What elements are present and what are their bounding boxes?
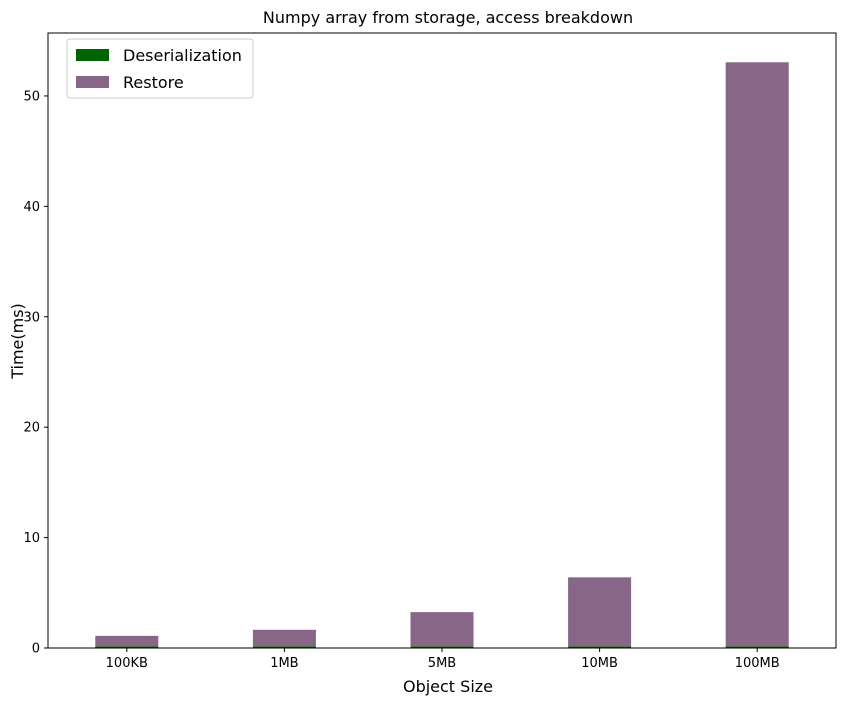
bar-restore-5mb [410, 612, 474, 647]
y-ticks-group: 0 10 20 30 40 50 [23, 89, 48, 657]
x-tick-label: 100KB [106, 656, 148, 671]
bar-restore-100mb [725, 62, 789, 647]
x-tick-label: 100MB [735, 656, 780, 671]
legend-swatch-restore [76, 76, 109, 88]
bar-deserialization-1mb [252, 646, 316, 648]
legend-swatch-deserialization [76, 49, 109, 61]
x-tick-label: 10MB [581, 656, 618, 671]
y-tick-label: 10 [23, 531, 40, 546]
y-tick-label: 40 [23, 200, 40, 215]
y-tick-label: 20 [23, 421, 40, 436]
bar-restore-1mb [252, 629, 316, 647]
bar-restore-100kb [95, 635, 159, 647]
plot-frame [47, 32, 837, 649]
bar-deserialization-100kb [95, 646, 159, 648]
y-tick-label: 50 [23, 89, 40, 104]
legend-label-deserialization: Deserialization [123, 46, 242, 65]
y-tick-label: 30 [23, 310, 40, 325]
bar-deserialization-100mb [725, 646, 789, 648]
x-tick-label: 5MB [428, 656, 456, 671]
legend-label-restore: Restore [123, 73, 184, 92]
axes-group [47, 32, 837, 649]
chart-title: Numpy array from storage, access breakdo… [263, 8, 633, 27]
bar-deserialization-10mb [568, 646, 632, 648]
x-tick-label: 1MB [270, 656, 298, 671]
y-axis-label: Time(ms) [8, 303, 27, 380]
legend: Deserialization Restore [66, 38, 254, 99]
legend-box [66, 38, 254, 99]
bars-group [95, 62, 789, 648]
bar-restore-10mb [568, 577, 632, 647]
x-ticks-group: 100KB 1MB 5MB 10MB 100MB [106, 648, 780, 671]
y-tick-label: 0 [32, 642, 40, 657]
bar-deserialization-5mb [410, 646, 474, 648]
x-axis-label: Object Size [403, 677, 493, 696]
